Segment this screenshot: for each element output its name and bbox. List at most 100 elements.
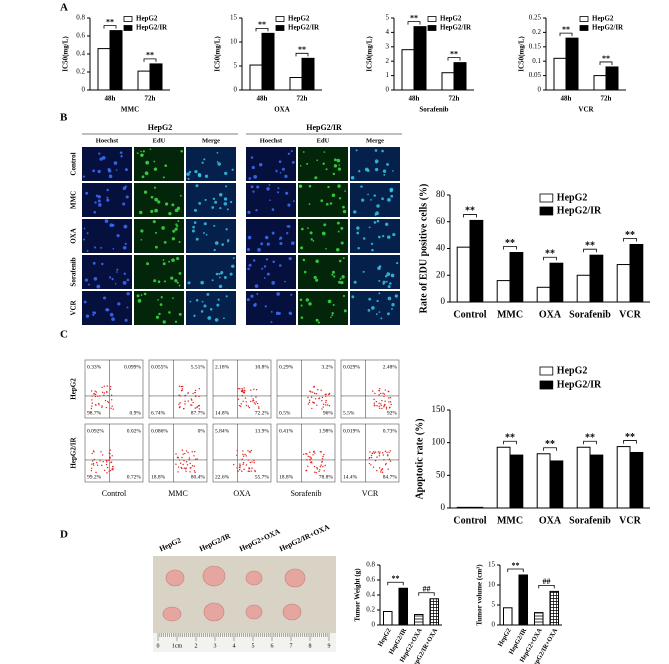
- bar: [261, 32, 275, 91]
- event-dot: [244, 397, 247, 399]
- y-axis-label: Rate of EDU positive cells (%): [418, 184, 429, 314]
- cell-dot: [161, 226, 165, 230]
- event-dot: [309, 461, 312, 464]
- quadrant-percent: 0.73%: [383, 428, 398, 434]
- event-dot: [312, 391, 314, 393]
- event-dot: [198, 408, 200, 410]
- quadrant-percent: 14.4%: [343, 474, 358, 480]
- cell-dot: [337, 184, 341, 188]
- quadrant-percent: 0.72%: [127, 474, 142, 480]
- event-dot: [374, 451, 377, 453]
- legend-swatch: [427, 25, 437, 31]
- cell-dot: [164, 202, 169, 206]
- event-dot: [105, 463, 108, 466]
- cell-dot: [321, 231, 326, 236]
- event-dot: [184, 400, 186, 402]
- event-dot: [237, 387, 240, 390]
- quadrant-percent: 5.84%: [215, 428, 230, 434]
- cell-dot: [246, 248, 251, 252]
- event-dot: [182, 408, 185, 410]
- cell-dot: [115, 169, 118, 171]
- event-dot: [94, 390, 96, 392]
- y-tick-label: 0.4: [76, 50, 85, 58]
- bar: [536, 453, 551, 509]
- event-dot: [198, 388, 201, 390]
- cell-dot: [153, 279, 157, 283]
- event-dot: [370, 464, 372, 466]
- cell-dot: [140, 150, 142, 153]
- cell-dot: [329, 202, 333, 205]
- event-dot: [240, 403, 242, 405]
- cell-dot: [143, 292, 147, 296]
- bar: [629, 451, 644, 509]
- event-dot: [324, 464, 326, 467]
- cell-dot: [98, 203, 102, 207]
- event-dot: [242, 463, 244, 466]
- event-dot: [321, 396, 324, 399]
- ruler-number: 2: [195, 643, 198, 649]
- cell-dot: [392, 170, 394, 172]
- event-dot: [381, 407, 383, 410]
- cell-dot: [260, 242, 264, 246]
- cell-dot: [284, 280, 286, 283]
- cell-dot: [246, 298, 250, 302]
- cell-dot: [254, 284, 259, 288]
- cell-dot: [168, 211, 172, 216]
- legend-swatch: [539, 206, 554, 216]
- cell-dot: [93, 277, 98, 281]
- cell-dot: [343, 309, 347, 313]
- cell-dot: [203, 232, 205, 234]
- cell-dot: [287, 203, 291, 207]
- significance-label: **: [545, 249, 555, 260]
- cell-dot: [106, 188, 109, 192]
- cell-dot: [290, 150, 293, 153]
- event-dot: [383, 459, 385, 461]
- cell-dot: [223, 317, 225, 320]
- cell-dot: [374, 149, 378, 152]
- cell-dot: [116, 271, 118, 273]
- event-dot: [94, 395, 97, 398]
- cell-dot: [152, 220, 156, 224]
- event-dot: [381, 452, 384, 454]
- event-dot: [307, 396, 309, 399]
- cell-dot: [331, 312, 334, 315]
- event-dot: [176, 456, 179, 459]
- cell-dot: [371, 306, 375, 310]
- event-dot: [325, 399, 327, 402]
- cell-dot: [247, 267, 250, 271]
- ruler-number: 8: [309, 643, 312, 649]
- event-dot: [372, 466, 375, 468]
- event-dot: [102, 460, 104, 463]
- cell-dot: [315, 278, 319, 282]
- cell-dot: [98, 152, 101, 155]
- cell-dot: [154, 245, 158, 249]
- cell-dot: [124, 168, 128, 172]
- quadrant-percent: 0.092%: [87, 428, 104, 434]
- cell-dot: [276, 292, 280, 296]
- y-axis-label: Tumor Weight (g): [354, 568, 362, 622]
- event-dot: [110, 461, 113, 463]
- event-dot: [248, 451, 251, 453]
- cell-dot: [312, 239, 315, 242]
- event-dot: [181, 456, 183, 459]
- tumor: [284, 568, 306, 588]
- cell-dot: [390, 194, 394, 198]
- cell-dot: [308, 302, 312, 306]
- cell-dot: [140, 294, 143, 296]
- cell-dot: [378, 311, 381, 313]
- event-dot: [106, 391, 108, 394]
- cell-dot: [375, 313, 378, 316]
- event-dot: [90, 407, 93, 410]
- cell-dot: [211, 279, 214, 282]
- cell-dot: [252, 190, 255, 193]
- quadrant-percent: 98.7%: [87, 410, 102, 416]
- bar: [456, 246, 471, 303]
- cell-dot: [278, 160, 282, 163]
- cell-dot: [266, 242, 270, 246]
- cell-dot: [179, 194, 182, 197]
- event-dot: [104, 399, 107, 402]
- cell-dot: [308, 184, 312, 188]
- cell-dot: [142, 150, 145, 153]
- y-tick-label: 40: [436, 243, 446, 253]
